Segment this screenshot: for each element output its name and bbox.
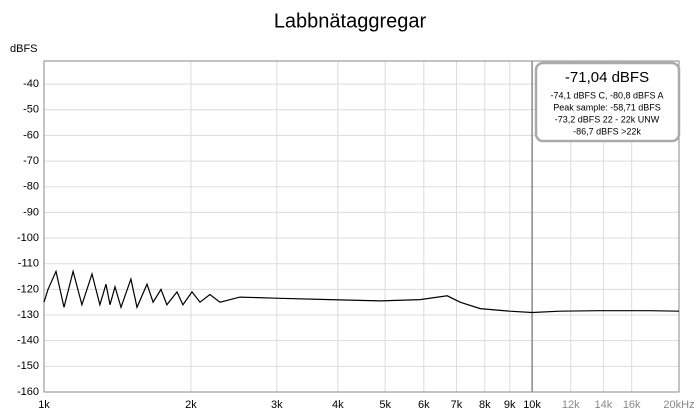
x-tick-label: 14k	[595, 399, 613, 411]
x-tick-label: 1k	[38, 399, 50, 411]
x-tick-label: 6k	[418, 399, 430, 411]
y-tick-label: -90	[23, 206, 39, 218]
annotation-line: Peak sample: -58,71 dBFS	[553, 102, 661, 112]
x-tick-label: 10k	[523, 399, 541, 411]
annotation-line: -86,7 dBFS >22k	[573, 126, 641, 136]
annotation-line: -74,1 dBFS C, -80,8 dBFS A	[550, 90, 663, 100]
y-axis-label: dBFS	[10, 43, 38, 55]
y-tick-label: -80	[23, 181, 39, 193]
y-tick-label: -130	[17, 309, 39, 321]
x-tick-label: 5k	[379, 399, 391, 411]
series-line	[43, 269, 680, 314]
annotation-main: -71,04 dBFS	[565, 69, 649, 86]
y-tick-label: -140	[17, 335, 39, 347]
annotation-box	[534, 61, 681, 143]
annotation-line: -73,2 dBFS 22 - 22k UNW	[555, 114, 660, 124]
x-tick-label: 9k	[504, 399, 516, 411]
chart-title: Labbnätaggregar	[274, 10, 427, 32]
x-tick-label: 3k	[271, 399, 283, 411]
x-tick-label: 4k	[332, 399, 344, 411]
x-tick-label: 20kHz	[663, 399, 694, 411]
y-tick-label: -110	[18, 258, 39, 270]
plot-frame	[43, 60, 680, 393]
y-tick-label: -150	[17, 360, 39, 372]
y-tick-label: -40	[23, 78, 39, 90]
y-tick-label: -120	[17, 283, 39, 295]
y-tick-label: -160	[17, 386, 39, 398]
y-tick-label: -50	[23, 104, 39, 116]
x-tick-label: 12k	[562, 399, 580, 411]
x-tick-label: 8k	[479, 399, 491, 411]
x-tick-label: 16k	[623, 399, 641, 411]
y-tick-label: -60	[23, 129, 39, 141]
y-tick-label: -70	[23, 155, 39, 167]
x-tick-label: 7k	[451, 399, 463, 411]
y-tick-label: -100	[17, 232, 39, 244]
x-tick-label: 2k	[185, 399, 197, 411]
